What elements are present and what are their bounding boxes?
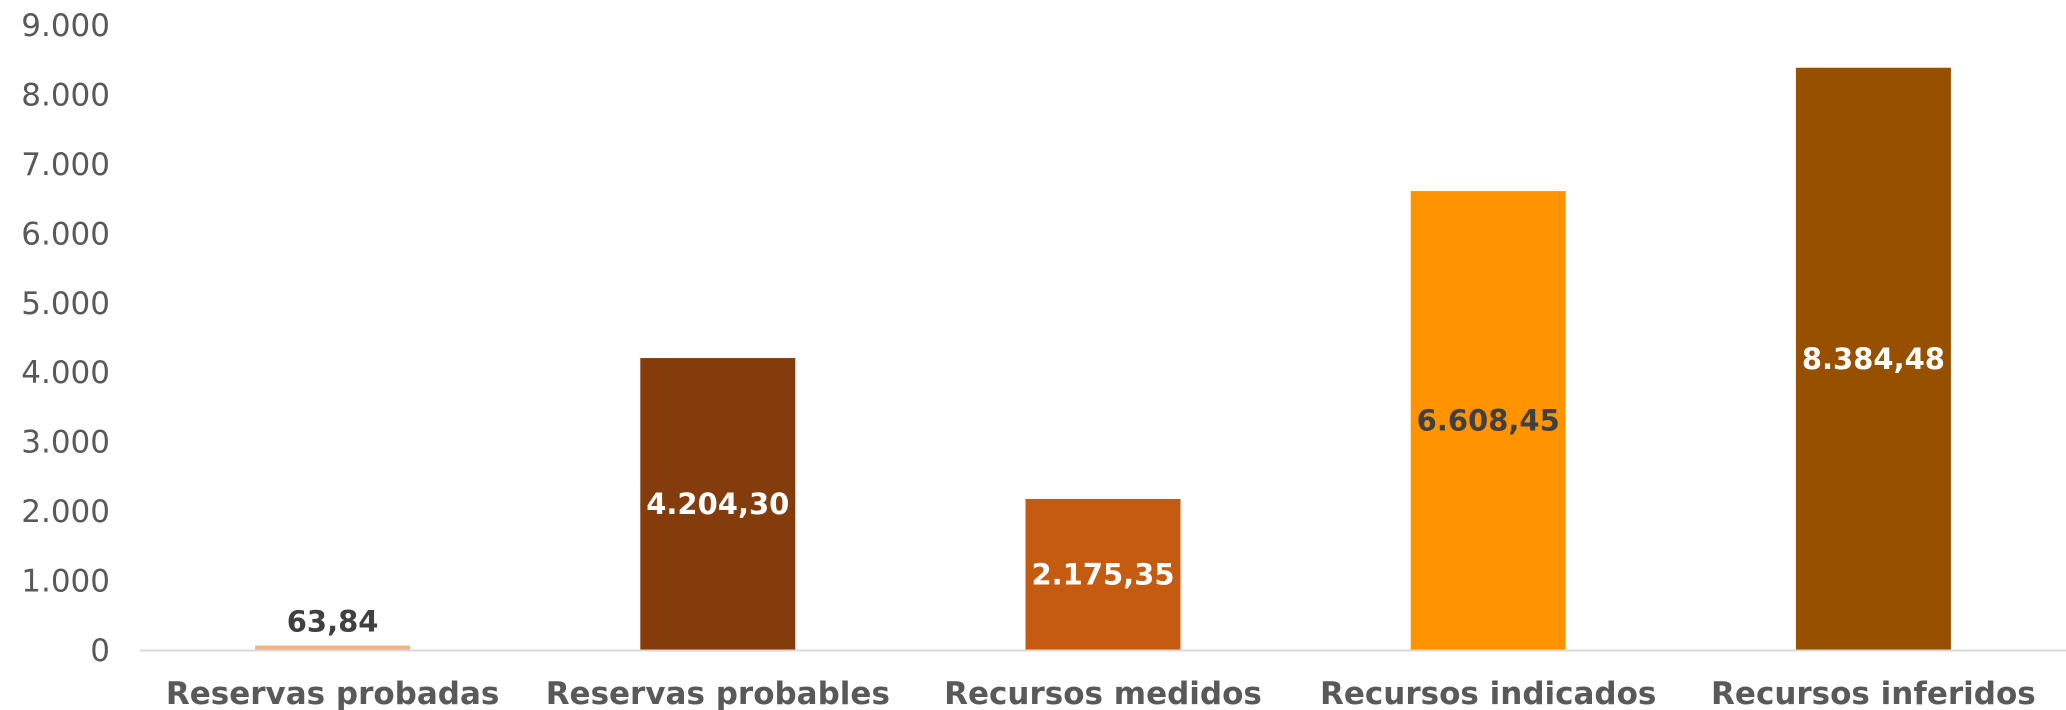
- bar-4: [1795, 67, 1951, 650]
- y-tick-label: 4.000: [21, 355, 110, 391]
- x-category-label: Recursos medidos: [944, 676, 1262, 710]
- y-tick-label: 0: [90, 633, 110, 669]
- y-tick-label: 5.000: [21, 286, 110, 322]
- x-axis: Reservas probadas Reservas probables Recur…: [140, 649, 2066, 710]
- x-category-label: Recursos inferidos: [1711, 676, 2036, 710]
- data-label-0: 63,84: [287, 605, 379, 639]
- data-label-2: 2.175,35: [1031, 557, 1174, 591]
- y-tick-label: 9.000: [21, 8, 110, 44]
- y-tick-label: 8.000: [21, 77, 110, 113]
- y-axis: 0 1.000 2.000 3.000 4.000 5.000 6.000 7.000 8.00…: [21, 8, 110, 669]
- x-category-label: Reservas probables: [546, 676, 890, 710]
- bars: [255, 67, 1951, 650]
- y-tick-label: 3.000: [21, 425, 110, 461]
- x-category-label: Reservas probadas: [166, 676, 499, 710]
- bar-0: [255, 645, 411, 650]
- x-category-label: Recursos indicados: [1320, 676, 1656, 710]
- bar-1: [640, 358, 796, 650]
- y-tick-label: 7.000: [21, 147, 110, 183]
- y-tick-label: 1.000: [21, 564, 110, 600]
- data-label-1: 4.204,30: [646, 487, 789, 521]
- data-label-3: 6.608,45: [1417, 404, 1560, 438]
- data-labels: 63,84 4.204,30 2.175,35 6.608,45 8.384,48: [287, 342, 1945, 639]
- bar-3: [1410, 191, 1566, 650]
- y-tick-label: 6.000: [21, 216, 110, 252]
- y-tick-label: 2.000: [21, 494, 110, 530]
- data-label-4: 8.384,48: [1802, 342, 1945, 376]
- bar-2: [1025, 498, 1181, 650]
